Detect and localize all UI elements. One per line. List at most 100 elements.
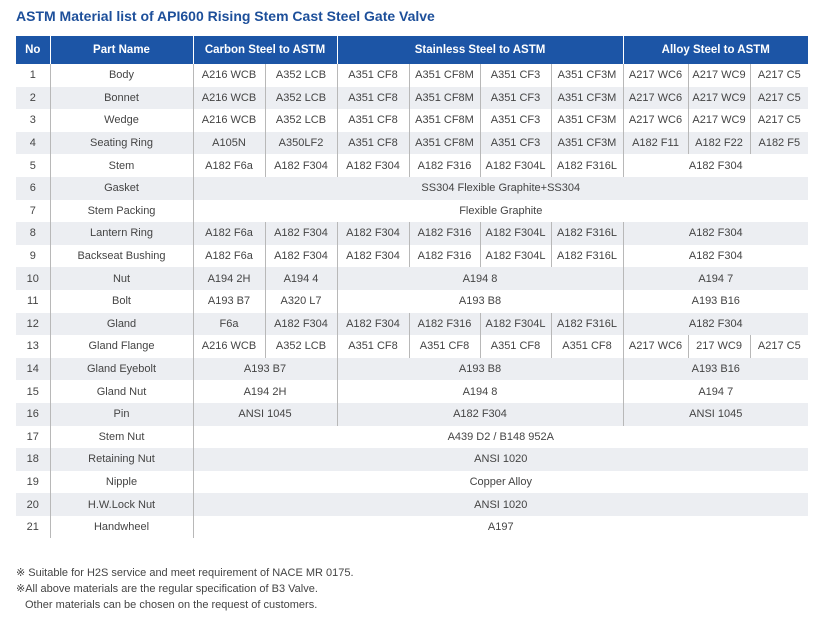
part-name: Nut [49, 267, 193, 290]
material-cell: A351 CF8 [336, 64, 409, 87]
material-cell: A217 WC9 [687, 109, 751, 132]
note: ※ Suitable for H2S service and meet requ… [16, 567, 354, 579]
material-cell: A182 F316 [408, 154, 480, 177]
material-cell: A351 CF8 [408, 335, 480, 358]
material-cell: A439 D2 / B148 952A [192, 425, 809, 449]
material-cell: A351 CF8 [336, 109, 409, 132]
row-number: 6 [16, 176, 50, 200]
row-number: 2 [16, 86, 50, 110]
material-cell: A194 8 [336, 267, 624, 290]
material-cell: A351 CF8 [550, 335, 624, 358]
material-cell: A193 B7 [192, 289, 265, 313]
header-cell: Alloy Steel to ASTM [622, 36, 809, 64]
material-cell: A182 F316 [408, 244, 480, 268]
table-row: 8 Lantern Ring A182 F6a A182 F304 A182 F304 A… [16, 222, 809, 245]
material-cell: A182 F304 [264, 154, 337, 177]
row-number: 17 [26, 430, 39, 443]
material-cell: A193 B8 [336, 357, 624, 381]
material-cell: A351 CF3M [550, 64, 624, 87]
table-body: 1 Body A216 WCB A352 LCB A351 CF8 A351 CF8M A3… [16, 64, 809, 539]
material-cell: A182 F304 [264, 312, 337, 336]
table-row: 21 Handwheel A197 [16, 515, 809, 539]
table-row: 4 Seating Ring A105N A350LF2 A351 CF8 A351 CF… [16, 131, 809, 155]
material-cell: A194 4 [264, 267, 337, 290]
part-name: Gland [49, 312, 193, 336]
material-cell: A352 LCB [264, 64, 337, 87]
row-number: 8 [16, 222, 50, 245]
material-cell: A351 CF3 [479, 64, 551, 87]
material-cell: A194 2H [192, 267, 265, 290]
material-cell: A182 F304 [622, 154, 809, 177]
table-row: 3 Wedge A216 WCB A352 LCB A351 CF8 A351 CF8M A… [16, 109, 809, 132]
material-cell: A182 F304 [622, 312, 809, 336]
table-row: 17 Stem Nut A439 D2 / B148 952A [16, 425, 809, 449]
part-name: Gland Flange [49, 335, 193, 358]
material-cell: A216 WCB [192, 64, 265, 87]
row-number: 4 [16, 131, 50, 155]
material-cell: A182 F304 [336, 222, 409, 245]
row-number: 21 [26, 521, 39, 534]
note: Other materials can be chosen on the req… [25, 599, 318, 611]
material-cell: A217 C5 [749, 64, 809, 87]
row-number: 9 [29, 250, 36, 263]
material-cell: Copper Alloy [192, 470, 809, 494]
material-cell: ANSI 1045 [622, 402, 809, 426]
part-name: Nipple [49, 470, 193, 494]
part-name: Handwheel [49, 515, 193, 539]
material-cell: A351 CF8M [408, 64, 480, 87]
material-cell: A217 WC9 [687, 64, 751, 87]
header-cell: No [16, 36, 50, 64]
material-cell: A182 F316 [408, 222, 480, 245]
row-number: 12 [16, 312, 50, 336]
row-number: 13 [26, 340, 39, 353]
table-row: 12 Gland F6a A182 F304 A182 F304 A182 F316 A18… [16, 312, 809, 336]
part-name: Bolt [49, 289, 193, 313]
row-number: 15 [26, 385, 39, 398]
part-name: Gland Nut [49, 380, 193, 403]
material-cell: A217 WC9 [687, 86, 751, 110]
material-cell: A193 B16 [622, 357, 809, 381]
part-name: Stem Packing [49, 199, 193, 223]
material-cell: A182 F316L [550, 154, 624, 177]
table-row: 6 Gasket SS304 Flexible Graphite+SS304 [16, 176, 809, 200]
material-cell: ANSI 1045 [192, 402, 337, 426]
header-row: No Part Name Carbon Steel to ASTM Stainless… [16, 36, 809, 64]
material-cell: A182 F304 [336, 402, 624, 426]
row-number: 14 [16, 357, 50, 381]
part-name: Bonnet [49, 86, 193, 110]
material-cell: A182 F22 [687, 131, 751, 155]
material-cell: A320 L7 [264, 289, 337, 313]
material-cell: A182 F304 [336, 312, 409, 336]
material-cell: A194 2H [192, 380, 337, 403]
material-cell: A350LF2 [264, 131, 337, 155]
part-name: Backseat Bushing [49, 244, 193, 268]
material-cell: A182 F304L [479, 222, 551, 245]
table-row: 19 Nipple Copper Alloy [16, 470, 809, 494]
notes: ※ Suitable for H2S service and meet requ… [16, 565, 354, 613]
part-name: Body [49, 64, 193, 87]
material-cell: A351 CF8M [408, 109, 480, 132]
material-cell: A351 CF8M [408, 131, 480, 155]
table-row: 5 Stem A182 F6a A182 F304 A182 F304 A182 F316… [16, 154, 809, 177]
material-cell: A217 C5 [749, 109, 809, 132]
table-row: 7 Stem Packing Flexible Graphite [16, 199, 809, 223]
material-cell: A182 F5 [749, 131, 809, 155]
material-cell: A351 CF8 [336, 86, 409, 110]
material-cell: 217 WC9 [687, 335, 751, 358]
material-cell: A216 WCB [192, 109, 265, 132]
material-cell: F6a [192, 312, 265, 336]
row-number: 19 [26, 475, 39, 488]
material-cell: A352 LCB [264, 109, 337, 132]
material-cell: A217 WC6 [622, 109, 689, 132]
material-cell: A351 CF3 [479, 131, 551, 155]
table-row: 14 Gland Eyebolt A193 B7 A193 B8 A193 B16 [16, 357, 809, 381]
part-name: Seating Ring [49, 131, 193, 155]
header-cell: Carbon Steel to ASTM [192, 36, 337, 64]
part-name: Gasket [49, 176, 193, 200]
row-number: 18 [16, 448, 50, 471]
material-cell: A194 7 [622, 380, 809, 403]
part-name: Wedge [49, 109, 193, 132]
material-cell: A351 CF8M [408, 86, 480, 110]
part-name: Stem [49, 154, 193, 177]
table-row: 9 Backseat Bushing A182 F6a A182 F304 A182 F… [16, 244, 809, 268]
